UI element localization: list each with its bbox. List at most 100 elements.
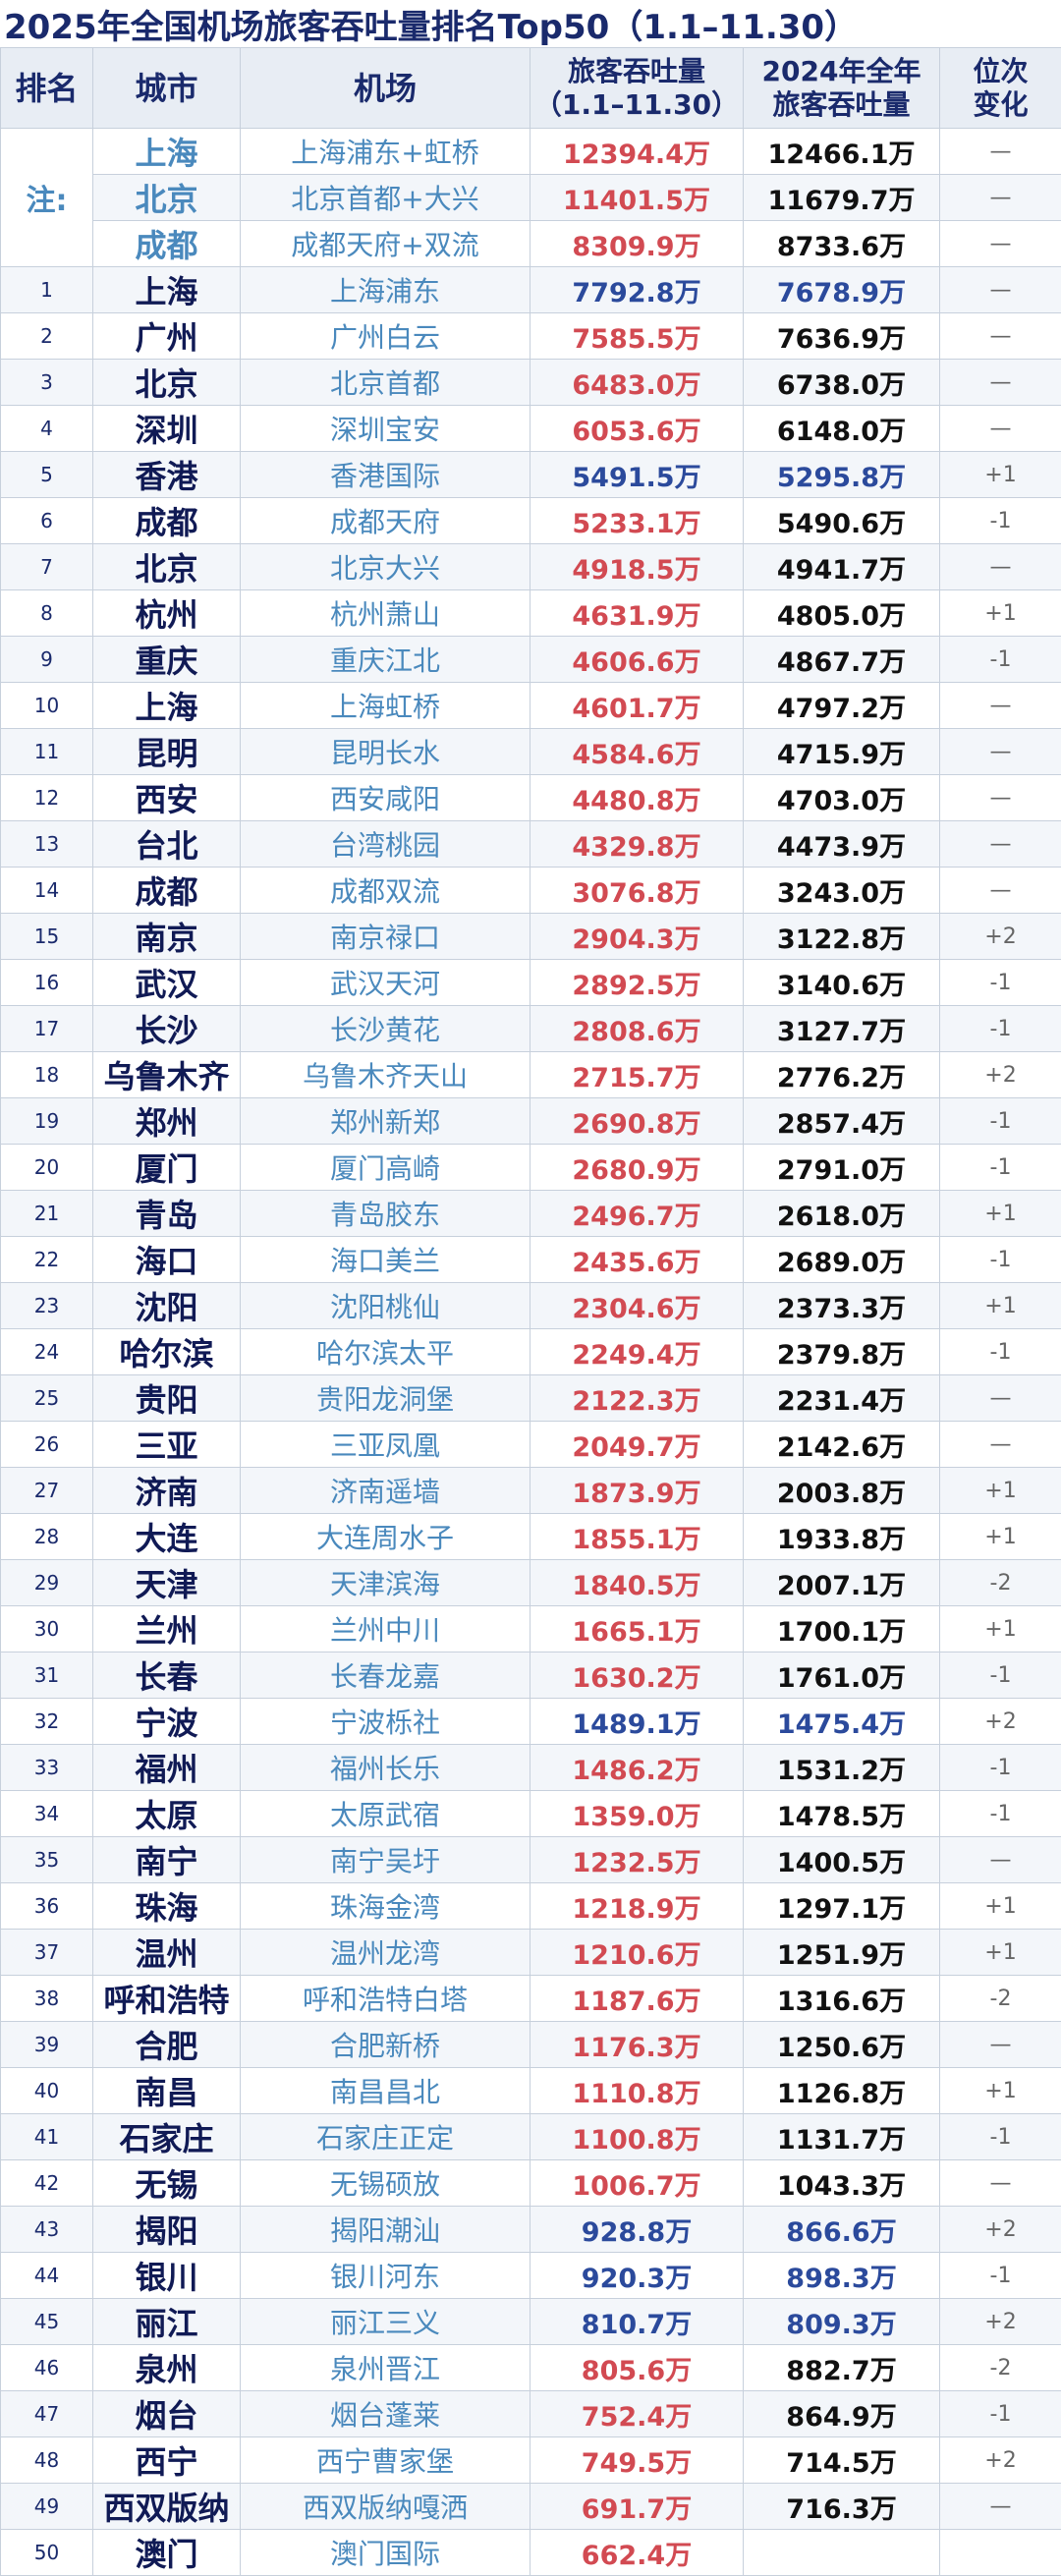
rank-cell: 33 <box>1 1745 93 1791</box>
throughput-2024-cell: 1475.4万 <box>744 1699 940 1745</box>
city-cell: 海口 <box>93 1237 241 1283</box>
throughput-2025-cell: 6053.6万 <box>530 406 744 452</box>
throughput-2025-cell: 3076.8万 <box>530 868 744 914</box>
header-2024-line1: 2024年全年 <box>744 55 939 88</box>
throughput-2024-cell: 4805.0万 <box>744 590 940 637</box>
rank-change-cell: -1 <box>940 1237 1061 1283</box>
city-cell: 宁波 <box>93 1699 241 1745</box>
city-cell: 北京 <box>93 175 241 221</box>
airport-cell: 南京禄口 <box>241 914 530 960</box>
rank-cell: 39 <box>1 2022 93 2068</box>
throughput-2025-cell: 2680.9万 <box>530 1145 744 1191</box>
airport-cell: 丽江三义 <box>241 2299 530 2345</box>
throughput-2024-cell: 716.3万 <box>744 2484 940 2530</box>
airport-cell: 乌鲁木齐天山 <box>241 1052 530 1098</box>
header-city: 城市 <box>93 48 241 129</box>
rank-cell: 13 <box>1 821 93 868</box>
throughput-2025-cell: 2690.8万 <box>530 1098 744 1145</box>
throughput-2024-cell: 12466.1万 <box>744 129 940 175</box>
throughput-2024-cell: 4867.7万 <box>744 637 940 683</box>
throughput-2024-cell: 7678.9万 <box>744 267 940 313</box>
rank-change-cell: — <box>940 267 1061 313</box>
city-cell: 南京 <box>93 914 241 960</box>
airport-cell: 南宁吴圩 <box>241 1837 530 1883</box>
airport-cell: 成都天府 <box>241 498 530 544</box>
throughput-2024-cell: 1933.8万 <box>744 1514 940 1560</box>
header-2024-line2: 旅客吞吐量 <box>744 88 939 122</box>
throughput-2025-cell: 2122.3万 <box>530 1375 744 1422</box>
throughput-2025-cell: 4631.9万 <box>530 590 744 637</box>
throughput-2024-cell: 6148.0万 <box>744 406 940 452</box>
city-cell: 沈阳 <box>93 1283 241 1329</box>
airport-cell: 合肥新桥 <box>241 2022 530 2068</box>
airport-cell: 无锡硕放 <box>241 2160 530 2207</box>
rank-change-cell: — <box>940 2160 1061 2207</box>
throughput-2024-cell: 2373.3万 <box>744 1283 940 1329</box>
rank-change-cell <box>940 2530 1061 2576</box>
throughput-2025-cell: 7585.5万 <box>530 313 744 360</box>
airport-cell: 揭阳潮汕 <box>241 2207 530 2253</box>
city-cell: 南宁 <box>93 1837 241 1883</box>
ranking-table: 排名 城市 机场 旅客吞吐量 （1.1–11.30） 2024年全年 旅客吞吐量… <box>0 47 1061 2576</box>
throughput-2025-cell: 928.8万 <box>530 2207 744 2253</box>
airport-cell: 武汉天河 <box>241 960 530 1006</box>
throughput-2025-cell: 2049.7万 <box>530 1422 744 1468</box>
rank-cell: 27 <box>1 1468 93 1514</box>
throughput-2024-cell: 1297.1万 <box>744 1883 940 1930</box>
throughput-2024-cell: 866.6万 <box>744 2207 940 2253</box>
rank-change-cell: -1 <box>940 1791 1061 1837</box>
rank-cell: 36 <box>1 1883 93 1930</box>
throughput-2024-cell: 1250.6万 <box>744 2022 940 2068</box>
rank-cell: 5 <box>1 452 93 498</box>
city-cell: 杭州 <box>93 590 241 637</box>
rank-cell: 21 <box>1 1191 93 1237</box>
throughput-2025-cell: 4601.7万 <box>530 683 744 729</box>
throughput-2024-cell: 2379.8万 <box>744 1329 940 1375</box>
rank-cell: 47 <box>1 2391 93 2437</box>
airport-cell: 香港国际 <box>241 452 530 498</box>
throughput-2024-cell: 1400.5万 <box>744 1837 940 1883</box>
city-cell: 大连 <box>93 1514 241 1560</box>
header-change-line2: 变化 <box>940 88 1061 122</box>
rank-cell: 38 <box>1 1976 93 2022</box>
airport-cell: 西双版纳嘎洒 <box>241 2484 530 2530</box>
header-change-line1: 位次 <box>940 55 1061 88</box>
throughput-2024-cell: 898.3万 <box>744 2253 940 2299</box>
throughput-2024-cell: 809.3万 <box>744 2299 940 2345</box>
rank-change-cell: — <box>940 683 1061 729</box>
throughput-2024-cell: 714.5万 <box>744 2437 940 2484</box>
header-airport: 机场 <box>241 48 530 129</box>
table-header-row: 排名 城市 机场 旅客吞吐量 （1.1–11.30） 2024年全年 旅客吞吐量… <box>1 48 1061 129</box>
throughput-2024-cell: 882.7万 <box>744 2345 940 2391</box>
rank-change-cell: — <box>940 360 1061 406</box>
throughput-2025-cell: 4584.6万 <box>530 729 744 775</box>
airport-cell: 长沙黄花 <box>241 1006 530 1052</box>
rank-change-cell: +1 <box>940 1883 1061 1930</box>
airport-cell: 上海浦东 <box>241 267 530 313</box>
rank-change-cell: -1 <box>940 1098 1061 1145</box>
city-cell: 温州 <box>93 1930 241 1976</box>
throughput-2025-cell: 1187.6万 <box>530 1976 744 2022</box>
throughput-2024-cell: 3243.0万 <box>744 868 940 914</box>
